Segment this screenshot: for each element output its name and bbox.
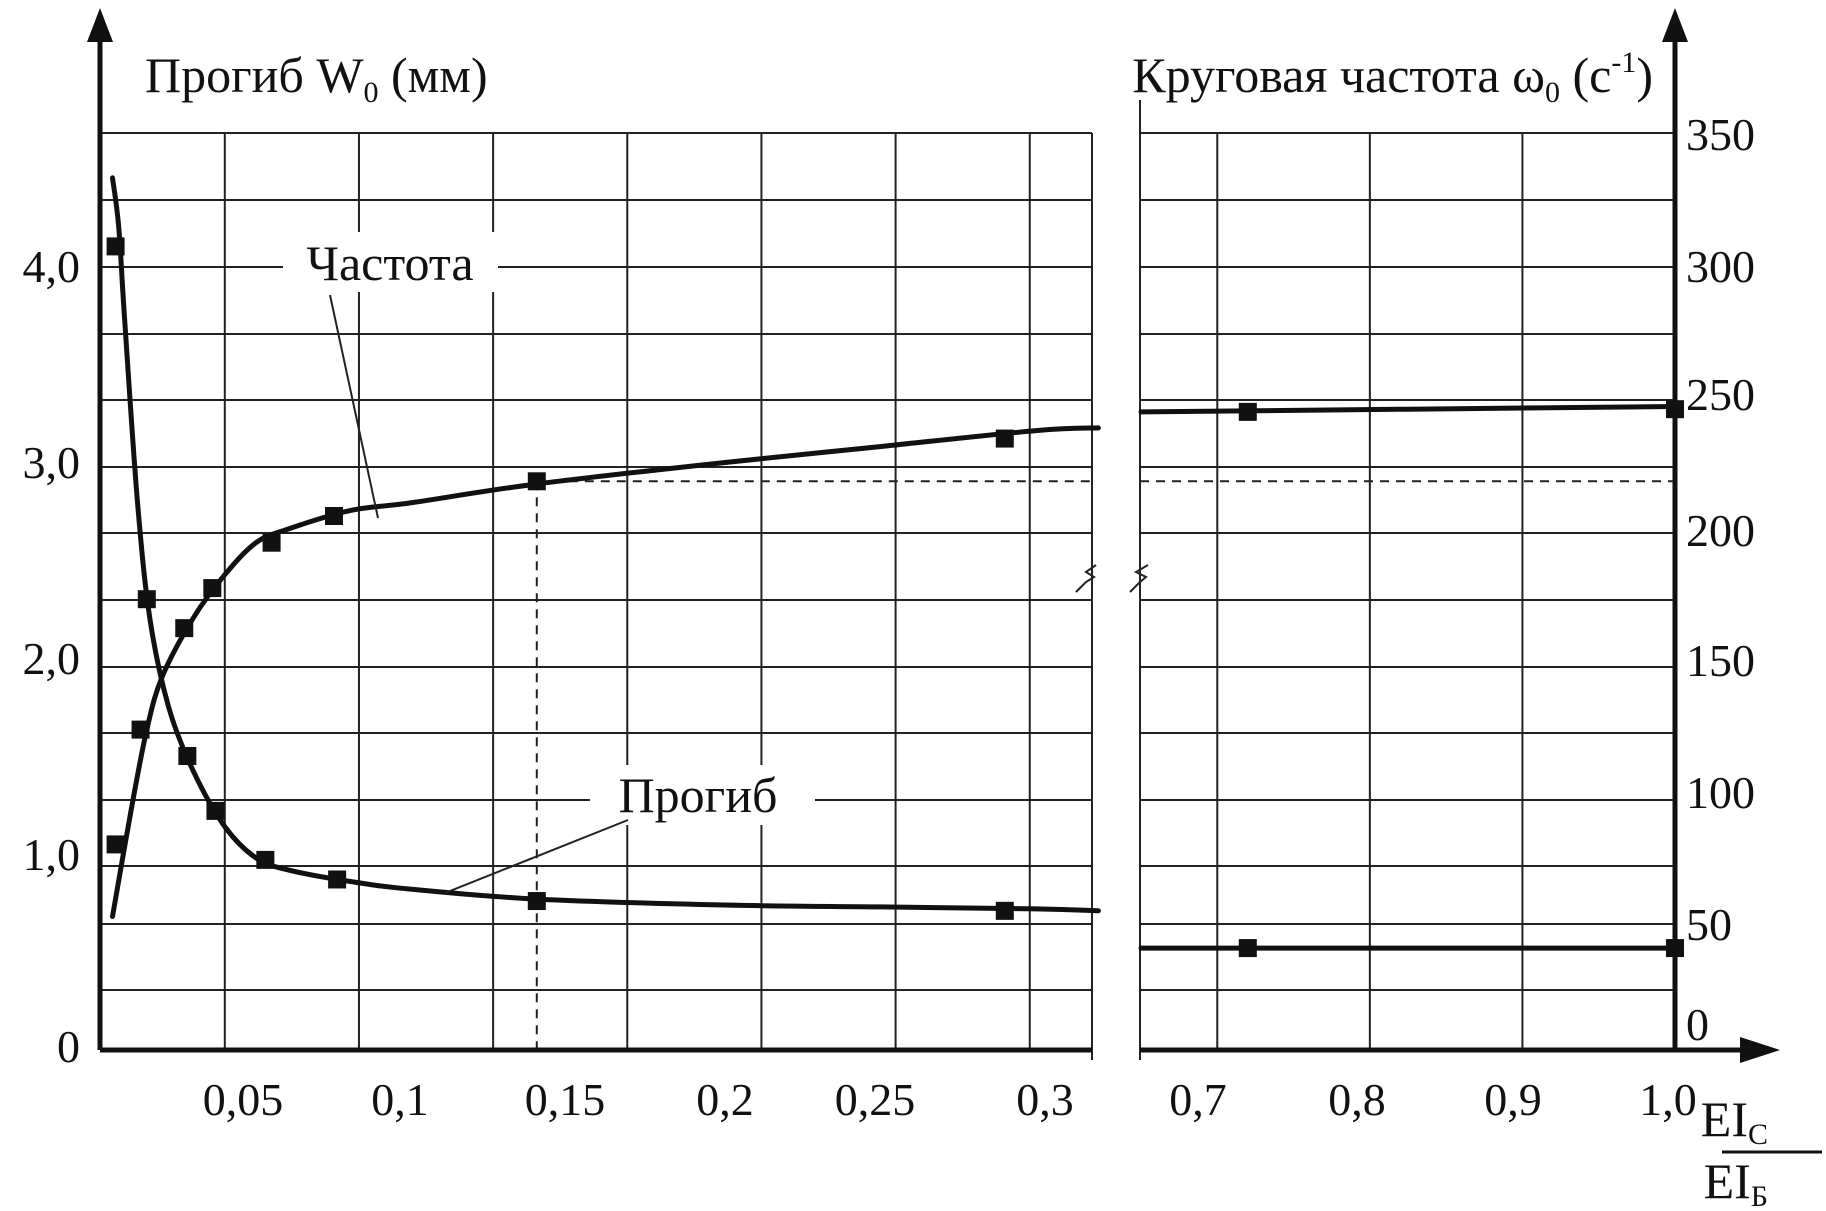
x-tick-label: 0,15 (525, 1074, 606, 1125)
x-tick-label: 1,0 (1639, 1074, 1697, 1125)
right-axis-arrow (1662, 8, 1688, 42)
series-markers (106, 237, 1684, 958)
y-right-tick-label: 250 (1686, 369, 1755, 420)
deflection-marker (256, 850, 275, 869)
y-left-tick-label: 1,0 (23, 829, 81, 880)
y-left-tick-label: 3,0 (23, 437, 81, 488)
deflection-marker (137, 590, 156, 609)
frequency-marker (106, 835, 125, 854)
y-right-tick-label: 0 (1686, 999, 1709, 1050)
x-tick-label: 0,7 (1169, 1074, 1227, 1125)
labels: 0,05 0,1 0,15 0,2 0,25 0,3 0,7 0,8 0,9 1,0 0 1,0 2,0… (23, 46, 1822, 1211)
y-left-tick-label: 2,0 (23, 633, 81, 684)
frequency-marker (1666, 400, 1684, 419)
y-right-tick-label: 100 (1686, 767, 1755, 818)
deflection-marker (527, 892, 546, 911)
deflection-leader (444, 819, 629, 894)
x-tick-label: 0,3 (1016, 1074, 1074, 1125)
y-left-tick-label: 4,0 (23, 241, 81, 292)
x-axis-arrow (1740, 1037, 1780, 1063)
frequency-marker (131, 720, 150, 739)
frequency-marker (203, 579, 222, 598)
right-axis-title: Круговая частота ω0 (c-1) (1132, 46, 1653, 109)
y-right-tick-label: 300 (1686, 241, 1755, 292)
frequency-marker (325, 507, 343, 525)
frequency-marker (995, 429, 1014, 448)
frequency-marker (175, 619, 194, 638)
deflection-label-bg (590, 765, 815, 825)
break-mark-right (1129, 564, 1149, 593)
series-curves (110, 175, 1678, 951)
y-left-tick-label: 0 (57, 1021, 80, 1072)
axes (87, 8, 1780, 1063)
grid (100, 100, 1675, 1060)
deflection-marker (1666, 939, 1684, 958)
x-label-numerator: EIC (1701, 1091, 1768, 1151)
left-axis-arrow (87, 8, 113, 42)
frequency-curve-right (1138, 404, 1678, 415)
deflection-marker (178, 747, 197, 765)
deflection-marker (1238, 939, 1257, 958)
deflection-series-label: Прогиб (619, 767, 778, 823)
x-tick-label: 0,9 (1484, 1074, 1542, 1125)
frequency-leader (329, 294, 379, 519)
y-right-tick-label: 150 (1686, 635, 1755, 686)
x-tick-label: 0,8 (1328, 1074, 1386, 1125)
left-axis-title: Прогиб W0 (мм) (145, 47, 488, 109)
y-right-tick-label: 200 (1686, 505, 1755, 556)
frequency-curve-left (110, 425, 1101, 919)
frequency-marker (1238, 402, 1257, 421)
frequency-marker (527, 472, 546, 491)
break-mark-left (1075, 564, 1097, 593)
reference-lines (535, 480, 1675, 1050)
deflection-marker (106, 237, 125, 256)
frequency-series-label: Частота (306, 235, 473, 291)
x-tick-label: 0,05 (203, 1074, 284, 1125)
x-tick-label: 0,2 (696, 1074, 754, 1125)
x-tick-label: 0,1 (371, 1074, 429, 1125)
frequency-label-bg (283, 232, 498, 292)
y-right-tick-label: 350 (1686, 109, 1755, 160)
y-right-tick-label: 50 (1686, 899, 1732, 950)
x-label-denominator: EIБ (1704, 1153, 1768, 1211)
deflection-marker (206, 801, 225, 820)
deflection-marker (995, 901, 1014, 920)
x-tick-label: 0,25 (835, 1074, 916, 1125)
deflection-marker (328, 870, 347, 889)
frequency-marker (262, 533, 281, 552)
